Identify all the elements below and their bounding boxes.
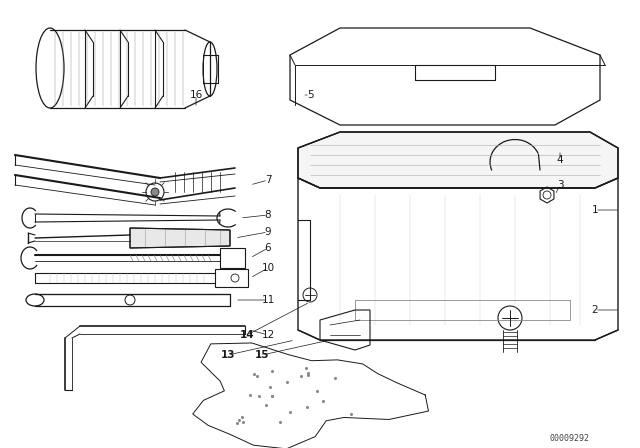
Text: 2: 2 (592, 305, 598, 315)
Text: 5: 5 (307, 90, 314, 100)
Polygon shape (298, 132, 618, 188)
Text: 8: 8 (265, 210, 271, 220)
Text: 10: 10 (261, 263, 275, 273)
Text: 4: 4 (557, 155, 563, 165)
Text: 6: 6 (265, 243, 271, 253)
Text: 11: 11 (261, 295, 275, 305)
Text: 7: 7 (265, 175, 271, 185)
Text: 9: 9 (265, 227, 271, 237)
Text: 15: 15 (255, 350, 269, 360)
Text: 1: 1 (592, 205, 598, 215)
Circle shape (151, 188, 159, 196)
Text: 16: 16 (189, 90, 203, 100)
Polygon shape (130, 228, 230, 248)
Text: 14: 14 (240, 330, 254, 340)
Text: 3: 3 (557, 180, 563, 190)
Text: 12: 12 (261, 330, 275, 340)
Text: 00009292: 00009292 (550, 434, 590, 443)
Text: 13: 13 (221, 350, 236, 360)
